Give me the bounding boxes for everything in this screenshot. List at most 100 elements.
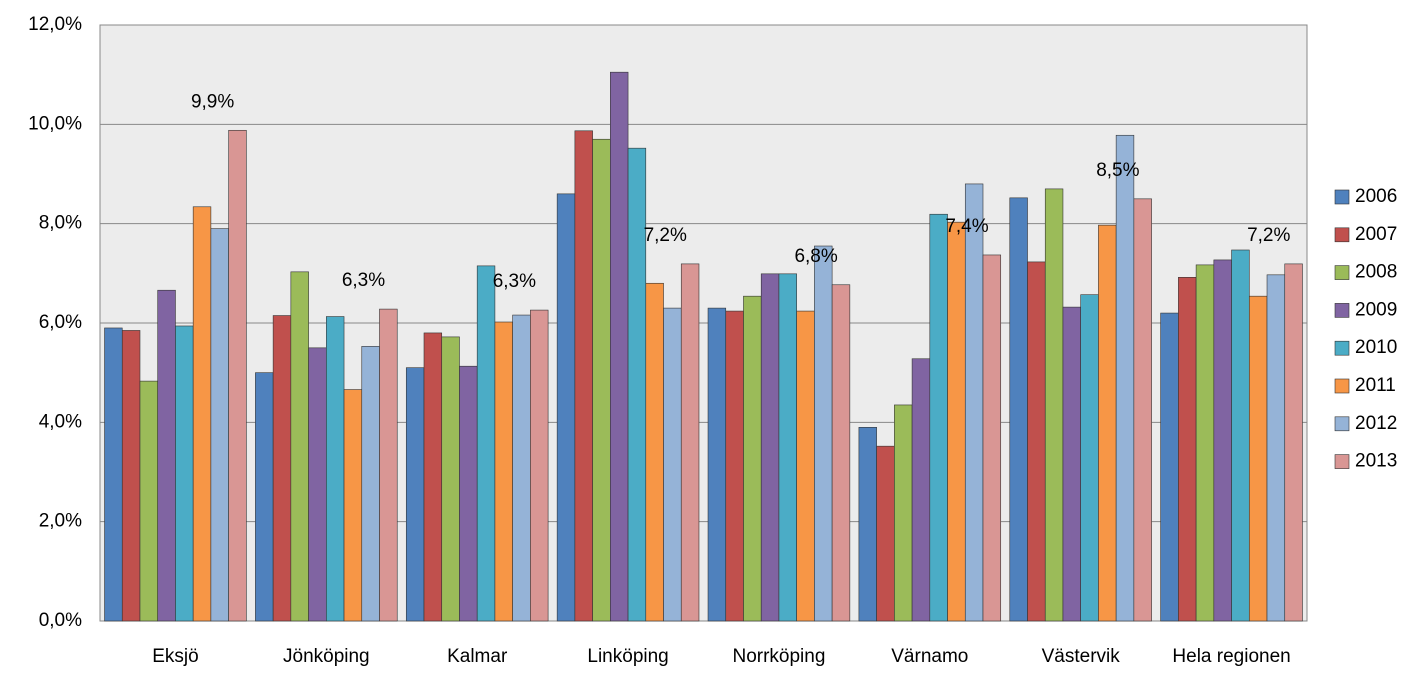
bar (459, 365, 478, 622)
legend-swatch (1334, 265, 1350, 280)
bar (1213, 259, 1232, 622)
data-label: 7,2% (1247, 225, 1290, 246)
bar (947, 221, 966, 622)
bar (1284, 263, 1303, 622)
bar (760, 273, 780, 622)
bar (929, 213, 948, 622)
y-tick-label: 10,0% (28, 113, 82, 134)
legend-label: 2006 (1355, 186, 1397, 207)
bar (610, 71, 629, 622)
bar (894, 404, 913, 622)
bar (1062, 306, 1081, 622)
bar (743, 295, 762, 622)
x-tick-label: Jönköping (283, 646, 370, 667)
bar (104, 327, 123, 622)
x-tick-label: Eksjö (152, 646, 199, 667)
legend-label: 2013 (1355, 451, 1397, 472)
bar (1178, 277, 1197, 622)
y-tick-label: 2,0% (39, 511, 82, 532)
bar (982, 254, 1002, 622)
bar (423, 332, 443, 622)
legend-label: 2012 (1355, 413, 1397, 434)
bar (228, 129, 247, 622)
bar (272, 315, 292, 622)
bar (1115, 134, 1135, 622)
bar (494, 321, 513, 622)
legend-label: 2011 (1355, 375, 1396, 396)
bar (796, 310, 815, 622)
legend-label: 2007 (1355, 224, 1397, 245)
bar (725, 310, 744, 622)
x-tick-label: Hela regionen (1172, 646, 1291, 667)
bar (139, 380, 159, 622)
data-label: 6,3% (342, 270, 385, 291)
bar (814, 245, 833, 622)
data-label: 8,5% (1096, 160, 1139, 181)
legend-label: 2009 (1355, 299, 1397, 320)
legend-swatch (1334, 340, 1350, 356)
bar (290, 271, 309, 622)
data-label: 6,8% (794, 246, 837, 267)
bar (858, 426, 877, 622)
data-label: 6,3% (493, 271, 536, 292)
bar (121, 330, 141, 622)
bar (1248, 295, 1268, 622)
bar (1195, 264, 1215, 622)
bar (680, 263, 700, 622)
y-tick-label: 0,0% (39, 610, 82, 631)
bar (1080, 294, 1099, 622)
bar (1231, 249, 1250, 622)
bar (1044, 188, 1064, 622)
bar (255, 372, 274, 622)
x-tick-label: Linköping (587, 646, 669, 667)
bar (663, 307, 682, 622)
y-tick-label: 4,0% (39, 411, 82, 432)
data-label: 7,4% (945, 216, 988, 237)
bar (964, 183, 984, 622)
bar (1266, 274, 1286, 622)
bar (1160, 312, 1179, 622)
bar (361, 346, 380, 622)
legend-swatch (1334, 303, 1350, 318)
bar (210, 228, 229, 622)
bar (175, 325, 194, 622)
bar (157, 289, 176, 622)
x-tick-label: Norrköping (732, 646, 826, 667)
bar (778, 273, 797, 622)
bar (707, 307, 727, 622)
bar (441, 336, 460, 622)
bar (405, 367, 425, 622)
bar (530, 309, 549, 622)
bar (308, 347, 327, 622)
bar (1133, 198, 1152, 622)
bar (1098, 224, 1117, 622)
bar (476, 265, 496, 622)
bar (1009, 197, 1028, 622)
x-tick-label: Västervik (1041, 646, 1120, 667)
bar (326, 316, 345, 622)
x-tick-label: Kalmar (447, 646, 508, 667)
legend-swatch (1334, 416, 1350, 432)
bar (911, 358, 931, 622)
legend-swatch (1334, 227, 1350, 243)
bar (592, 138, 611, 622)
data-label: 9,9% (191, 91, 234, 112)
y-tick-label: 8,0% (39, 213, 82, 234)
legend-swatch (1334, 189, 1350, 205)
legend-label: 2008 (1355, 262, 1397, 283)
y-tick-label: 6,0% (39, 312, 82, 333)
bar (192, 206, 212, 622)
bar (512, 314, 531, 622)
legend-swatch (1334, 378, 1350, 394)
bar (645, 282, 664, 622)
bar (627, 147, 647, 622)
y-tick-label: 12,0% (28, 14, 82, 35)
bar (343, 389, 363, 622)
data-label: 7,2% (644, 225, 687, 246)
legend-label: 2010 (1355, 337, 1397, 358)
bar (574, 130, 593, 622)
legend-swatch (1334, 454, 1350, 469)
bar (379, 308, 398, 622)
